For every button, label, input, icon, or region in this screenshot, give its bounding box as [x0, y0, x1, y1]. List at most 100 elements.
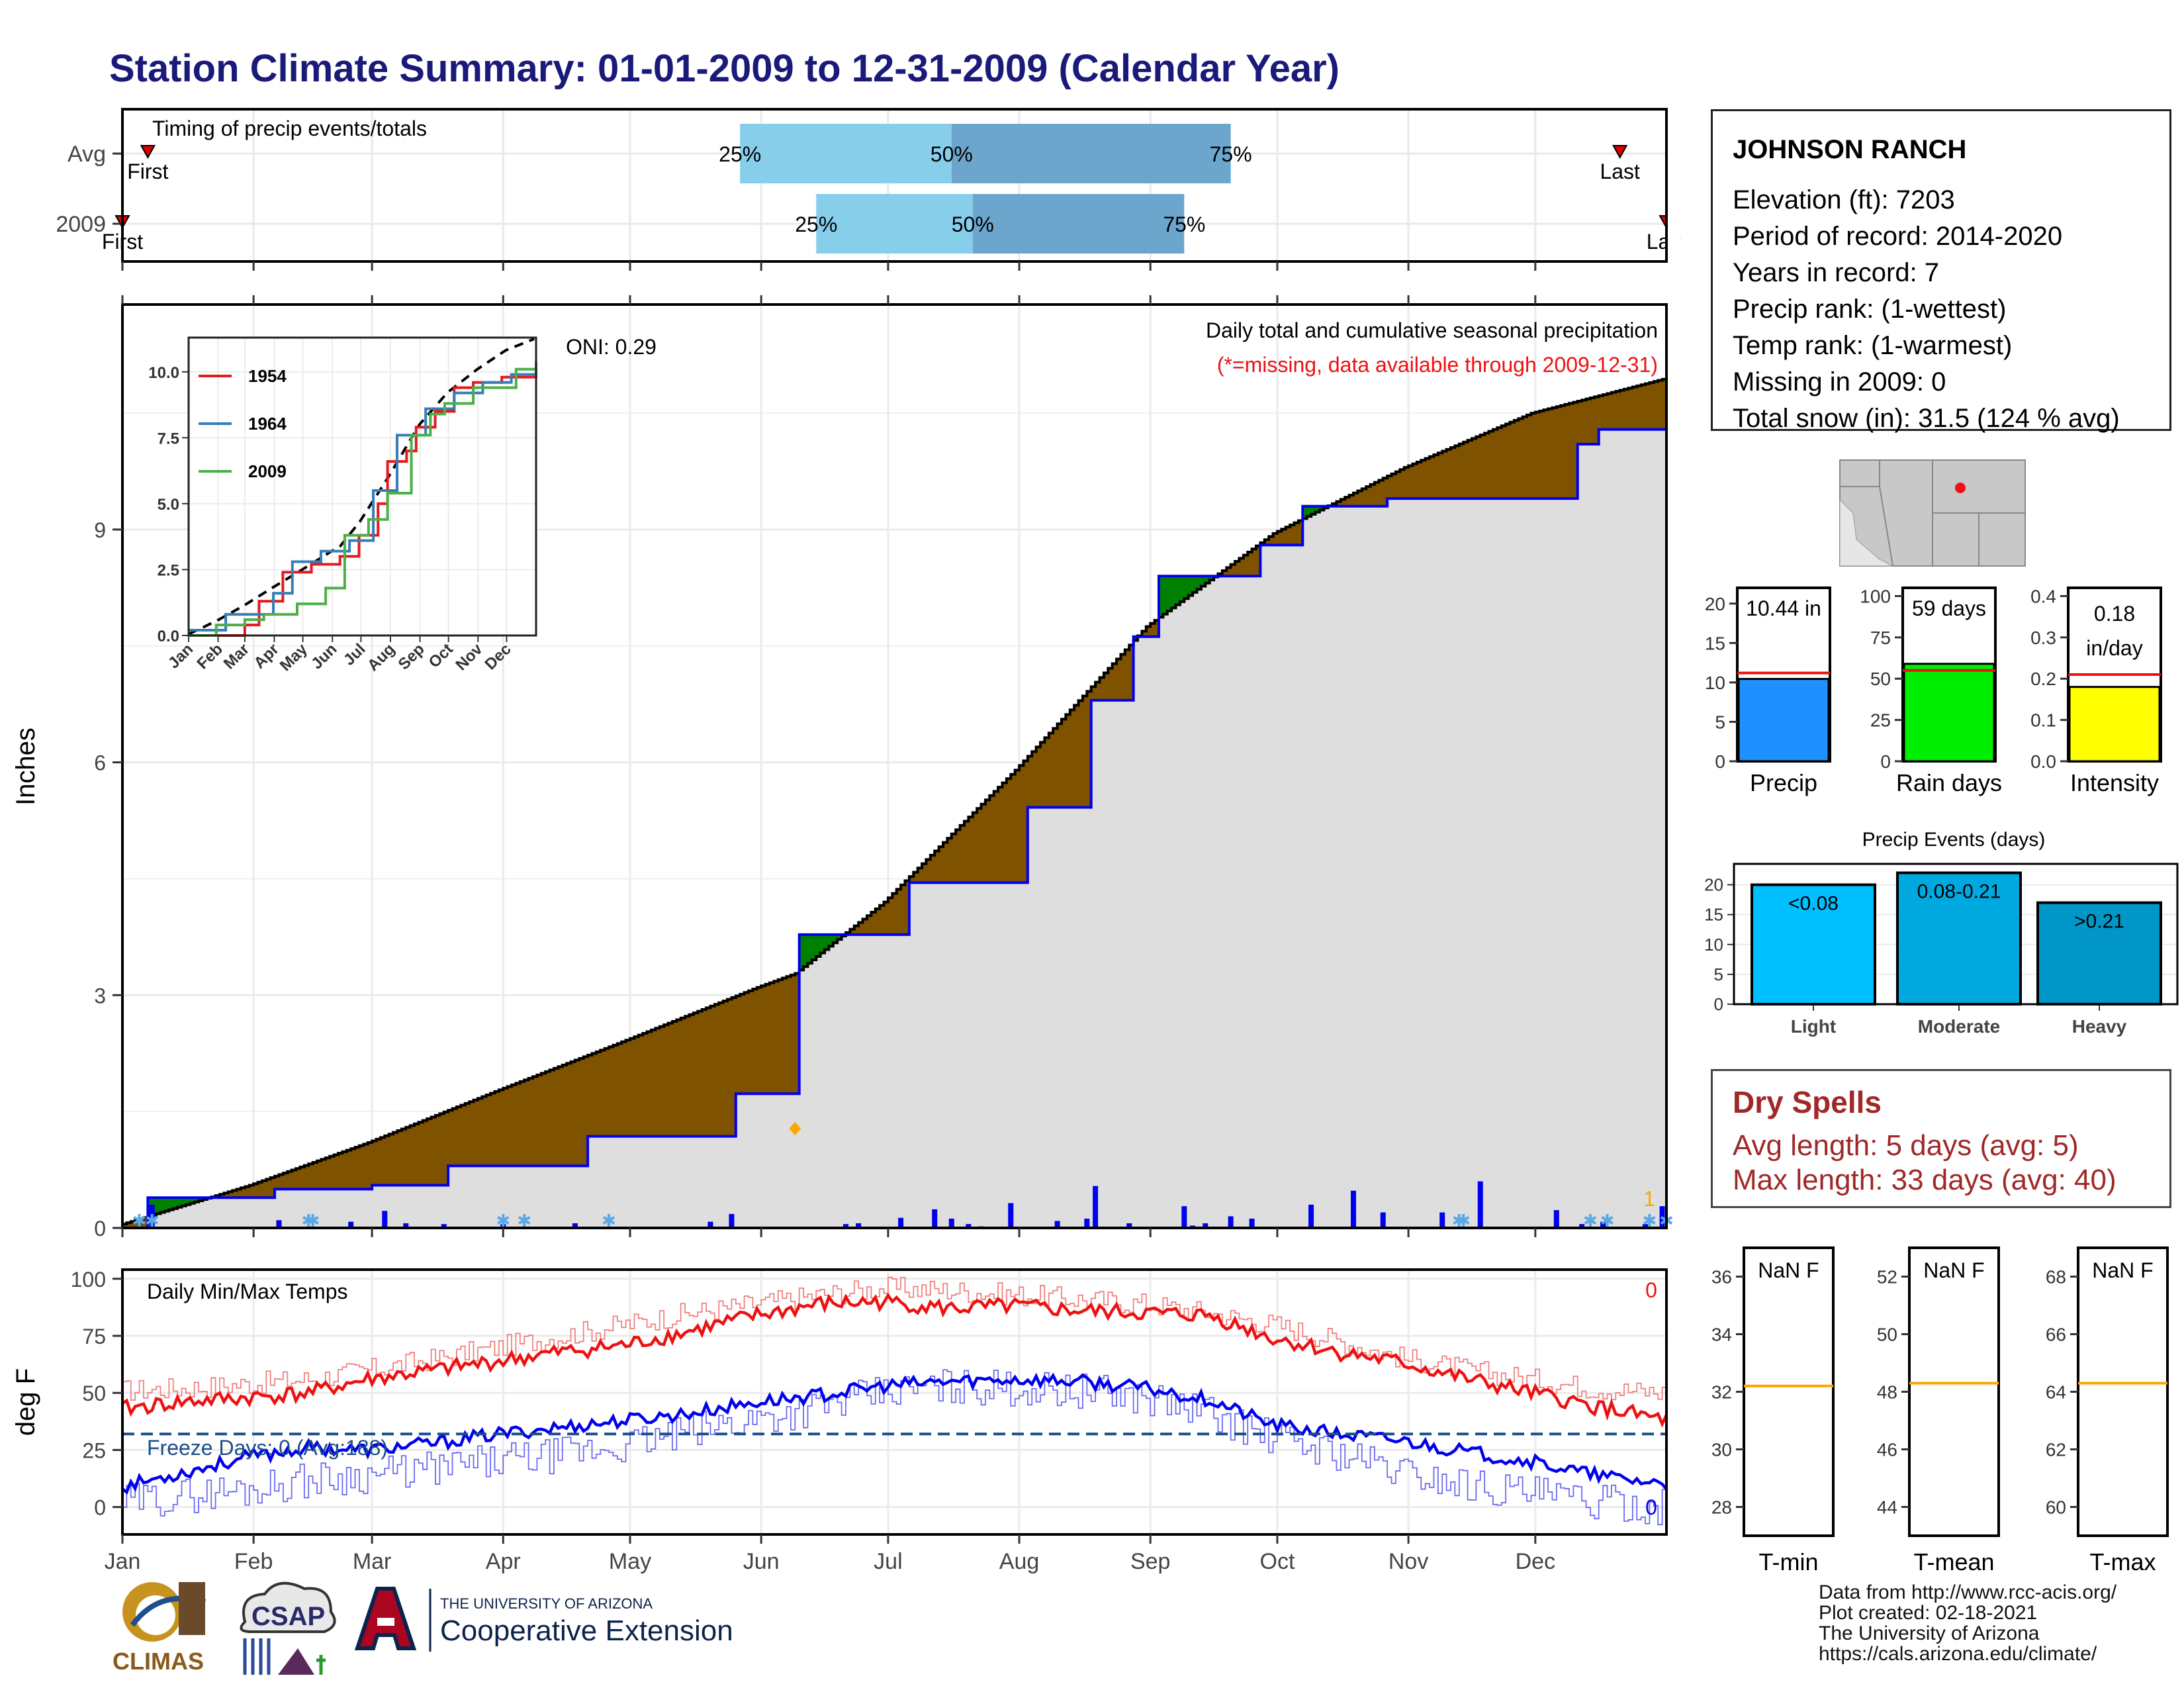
daily-precip-bar — [1203, 1223, 1208, 1228]
temp-box-ytick-label: 50 — [1877, 1325, 1897, 1345]
event-bar-category: <0.08 — [1788, 893, 1839, 915]
locator-map — [1839, 459, 2026, 567]
station-period: Period of record: 2014-2020 — [1733, 222, 2063, 251]
timing-q25-q50-bar — [816, 194, 973, 254]
daily-precip-bar — [572, 1223, 578, 1228]
temp-boxes: 28 30 32 34 36 NaN F T-min 44 46 48 50 52 NaN F T-mea… — [1711, 1246, 2169, 1575]
event-bar-label: Heavy — [2072, 1016, 2127, 1037]
station-precip-rank: Precip rank: (1-wettest) — [1733, 295, 2007, 324]
daily-precip-bar — [1308, 1204, 1314, 1228]
events-ytick-label: 0 — [1714, 994, 1723, 1014]
temp-box-ytick-label: 52 — [1877, 1267, 1897, 1288]
credit-data-source: Data from http://www.rcc-acis.org/ — [1819, 1581, 2117, 1603]
summary-bar-value-unit: in/day — [2086, 636, 2142, 660]
ua-logo-small-text: THE UNIVERSITY OF ARIZONA — [440, 1595, 653, 1612]
inset-legend-label: 1964 — [248, 414, 287, 434]
first-event-marker — [140, 145, 156, 160]
daily-precip-bar — [898, 1217, 904, 1228]
month-label: Jun — [743, 1549, 780, 1574]
dry-spells-avg: Avg length: 5 days (avg: 5) — [1733, 1129, 2079, 1162]
temp-box-ytick-label: 44 — [1877, 1497, 1897, 1518]
daily-precip-bar — [948, 1218, 954, 1228]
summary-bar-ytick-label: 0 — [1715, 751, 1725, 772]
inset-ytick-label: 7.5 — [158, 430, 179, 447]
events-ytick-label: 15 — [1704, 905, 1723, 925]
month-label: Dec — [1516, 1549, 1555, 1574]
event-bar-heavy — [2036, 901, 2162, 1006]
precip-deficit-area — [122, 379, 1666, 1228]
university-of-arizona-logo: THE UNIVERSITY OF ARIZONA Cooperative Ex… — [354, 1587, 733, 1652]
snow-marker: ✱ — [602, 1211, 616, 1231]
daily-precip-bar — [729, 1213, 735, 1228]
timing-clip — [1668, 109, 1680, 261]
snow-marker: ✱ — [1583, 1211, 1598, 1231]
event-bar-moderate — [1896, 871, 2022, 1006]
temp-ytick-label: 75 — [82, 1325, 106, 1348]
avg-cumulative-line — [122, 378, 1668, 1226]
timing-q50-q75-bar — [951, 124, 1231, 183]
summary-bar-ytick-label: 0.2 — [2030, 669, 2056, 689]
station-elevation: Elevation (ft): 7203 — [1733, 185, 1955, 214]
daily-precip-bar — [856, 1223, 862, 1228]
missing-count: 1 — [1643, 1187, 1655, 1211]
summary-bar-ytick-label: 0 — [1880, 751, 1891, 772]
credit-plot-created: Plot created: 02-18-2021 — [1819, 1602, 2038, 1624]
daily-precip-bar — [1477, 1181, 1483, 1228]
daily-precip-bar — [1553, 1210, 1559, 1228]
snow-marker: ✱ — [1452, 1211, 1467, 1231]
page-title: Station Climate Summary: 01-01-2009 to 1… — [109, 47, 1340, 90]
temp-box-ytick-label: 28 — [1711, 1497, 1732, 1518]
temp-box-frame — [2077, 1246, 2169, 1537]
timing-panel-title: Timing of precip events/totals — [152, 117, 427, 140]
snow-marker: ✱ — [145, 1211, 159, 1231]
month-label: Feb — [234, 1549, 273, 1574]
temp-box-ytick-label: 36 — [1711, 1267, 1732, 1288]
daily-precip-bar — [149, 1204, 155, 1228]
temp-box-frame — [1908, 1246, 2000, 1537]
dry-spells-title: Dry Spells — [1733, 1085, 1882, 1119]
month-label: Sep — [1130, 1549, 1171, 1574]
daily-precip-bar — [1054, 1221, 1060, 1228]
precip-ytick-label: 6 — [94, 751, 106, 775]
temp-ytick-label: 50 — [82, 1382, 106, 1405]
csap-logo: CSAP — [240, 1581, 336, 1675]
summary-bar-ytick-label: 0.1 — [2030, 710, 2056, 731]
summary-bar-label: Precip — [1750, 769, 1817, 796]
temp-box-value: NaN F — [1923, 1258, 1984, 1282]
temp-box-value: NaN F — [2092, 1258, 2153, 1282]
snow-marker: ✱ — [1456, 1211, 1471, 1231]
summary-bar-value: 0.18 — [2094, 602, 2135, 626]
daily-precip-bar — [348, 1221, 354, 1228]
temp-box-ytick-label: 46 — [1877, 1440, 1897, 1460]
last-event-label: Last — [1600, 160, 1640, 183]
snow-marker: ✱ — [517, 1211, 531, 1231]
summary-bar-ytick-label: 50 — [1870, 669, 1891, 689]
dry-spells-max: Max length: 33 days (avg: 40) — [1733, 1164, 2116, 1196]
events-ytick-label: 20 — [1704, 875, 1723, 895]
summary-bar-label: Intensity — [2070, 769, 2159, 796]
summary-bar-ytick-label: 0.4 — [2030, 586, 2056, 606]
cumulative-base-area — [122, 418, 1666, 1228]
credit-university: The University of Arizona — [1819, 1622, 2040, 1644]
event-bar-category: >0.21 — [2074, 911, 2124, 933]
temp-box-ytick-label: 32 — [1711, 1382, 1732, 1403]
snow-marker: ✱ — [306, 1211, 320, 1231]
events-frame — [1733, 863, 2179, 1006]
daily-precip-bar — [403, 1223, 409, 1228]
timing-row-label: 2009 — [56, 212, 106, 237]
daily-precip-bar — [1008, 1203, 1014, 1228]
timing-q50-q75-bar — [972, 194, 1185, 254]
temp-ytick-label: 0 — [94, 1496, 106, 1520]
daily-precip-bar — [382, 1211, 388, 1228]
daily-precip-bar — [1643, 1224, 1649, 1228]
temp-box-ytick-label: 62 — [2046, 1440, 2066, 1460]
station-info-box: JOHNSON RANCH Elevation (ft): 7203 Perio… — [1711, 109, 2171, 433]
summary-bar-ytick-label: 20 — [1705, 594, 1725, 614]
daily-precip-bar — [1659, 1206, 1665, 1228]
temp-box-value: NaN F — [1758, 1258, 1819, 1282]
daily-precip-bar — [1228, 1216, 1234, 1228]
timing-panel: 25%50%75%FirstLastAvg25%50%75%FirstLast2… — [56, 108, 1681, 271]
temp-panel: Daily Min/Max Temps Freeze Days: 0 (Avg:1… — [11, 1268, 1668, 1544]
oni-label: ONI: 0.29 — [566, 335, 657, 359]
credits: Data from http://www.rcc-acis.org/ Plot … — [1819, 1582, 2116, 1664]
